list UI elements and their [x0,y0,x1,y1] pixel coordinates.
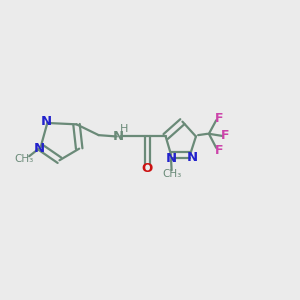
Text: N: N [40,115,52,128]
Text: N: N [112,130,124,143]
Text: N: N [34,142,45,155]
Text: N: N [166,152,177,165]
Text: O: O [142,162,153,175]
Text: N: N [187,151,198,164]
Text: F: F [221,129,230,142]
Text: CH₃: CH₃ [162,169,181,179]
Text: CH₃: CH₃ [15,154,34,164]
Text: F: F [215,143,223,157]
Text: H: H [120,124,128,134]
Text: F: F [215,112,223,124]
